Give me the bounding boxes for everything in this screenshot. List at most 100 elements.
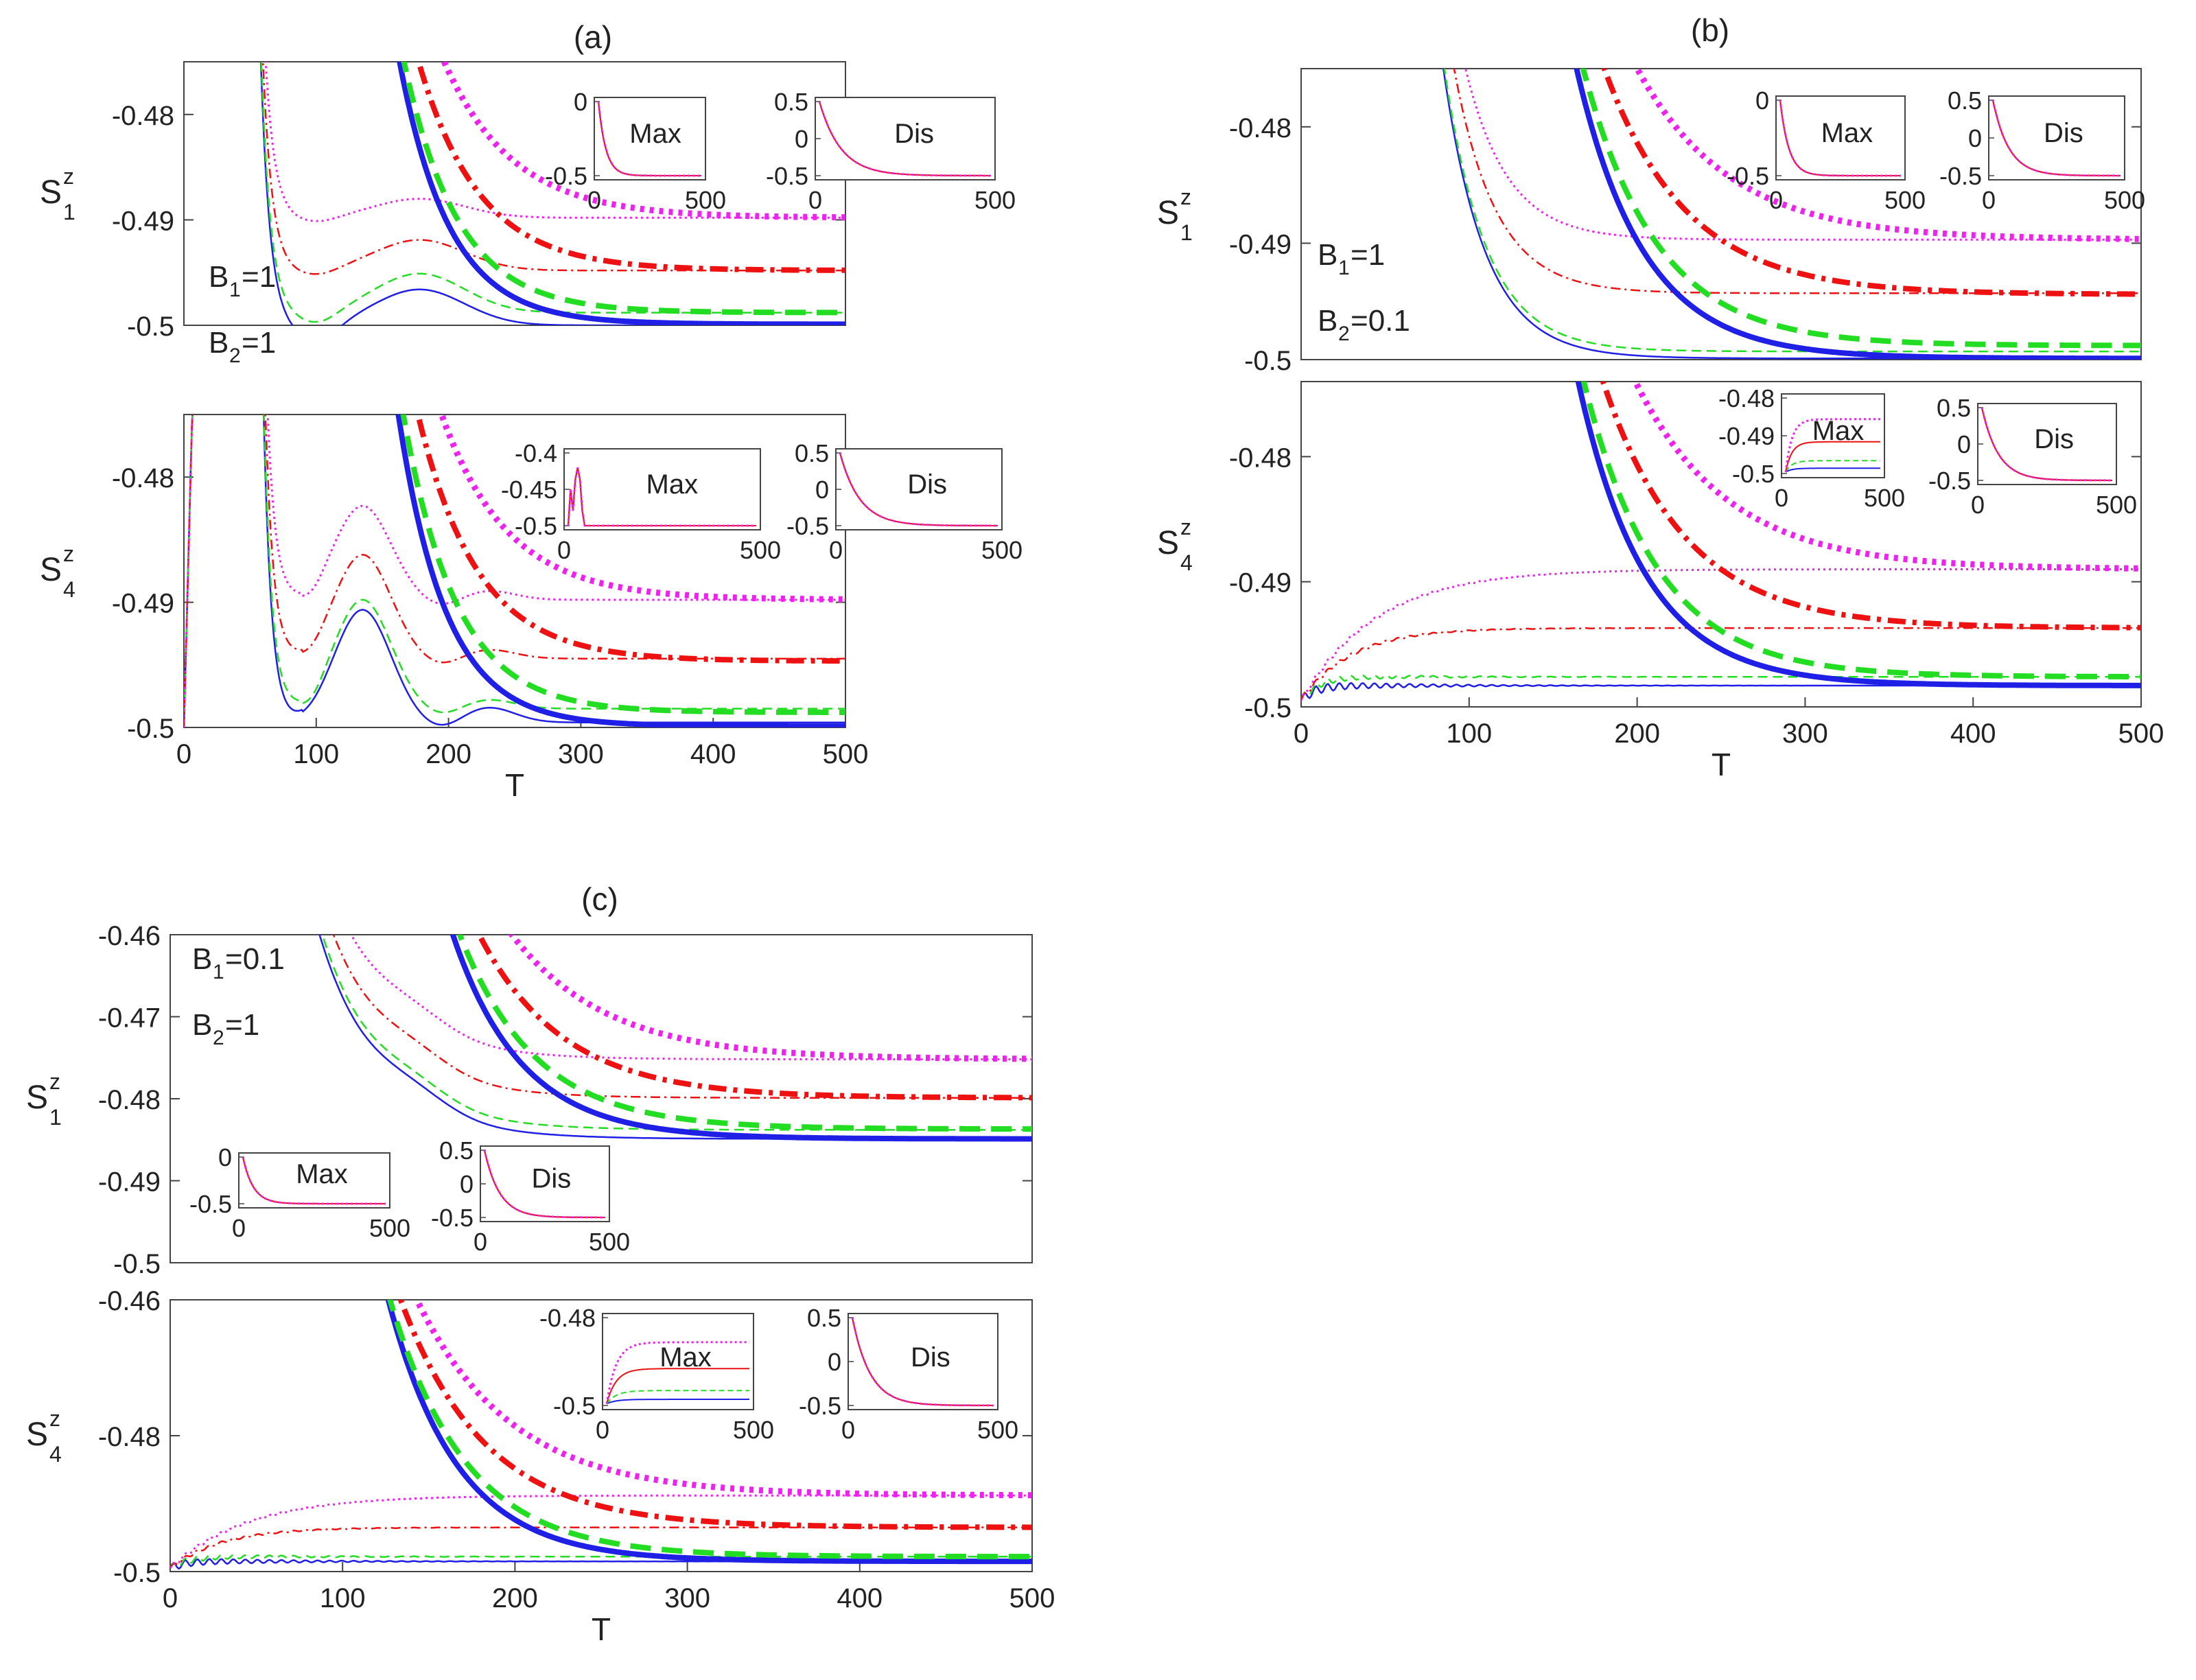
series-dis-blue	[397, 62, 845, 325]
series-dis-red	[414, 415, 845, 664]
x-tick-label: 0	[163, 1583, 178, 1613]
series-dis-magenta	[508, 935, 1032, 1062]
series-dis-green	[1580, 69, 2141, 349]
inset-label: Dis	[2044, 118, 2083, 148]
inset-series-magenta	[851, 1317, 994, 1407]
inset-frame	[1988, 95, 2125, 180]
inset-y-tick-label: -0.49	[1718, 422, 1775, 450]
y-tick-label: -0.48	[98, 1422, 161, 1452]
inset-y-tick-label: 0.5	[807, 1304, 841, 1332]
x-tick-label: 200	[1614, 719, 1660, 749]
series-dis-green	[400, 415, 845, 715]
y-tick-label: -0.46	[98, 1286, 161, 1316]
annotation-value: =1	[1351, 238, 1385, 272]
inset-y-tick-label: 0	[574, 88, 587, 116]
x-axis-label: T	[505, 767, 524, 803]
annotation-value: =0.1	[225, 942, 285, 976]
y-tick-label: -0.48	[1229, 113, 1292, 143]
panel-title: (b)	[1691, 12, 1729, 48]
panel-title: (a)	[574, 19, 612, 55]
inset-x-tick-label: 500	[2096, 491, 2137, 519]
y-axis-label-sub: 1	[63, 200, 75, 224]
inset-series-red	[606, 1368, 749, 1404]
inset-x-tick-label: 500	[1884, 186, 1926, 214]
inset-x-tick-label: 500	[733, 1416, 774, 1444]
y-tick-label: -0.48	[98, 1085, 161, 1115]
inset-y-tick-label: -0.48	[539, 1304, 596, 1332]
series-group	[318, 935, 1032, 1142]
y-tick-label: -0.49	[98, 1167, 161, 1198]
inset-label: Max	[1812, 416, 1865, 446]
x-axis-label: T	[592, 1611, 611, 1647]
series-dis-magenta	[441, 62, 845, 221]
inset-y-tick-label: -0.45	[501, 476, 557, 504]
x-tick-label: 300	[664, 1583, 710, 1613]
inset-label: Dis	[532, 1164, 572, 1194]
inset-x-tick-label: 0	[1769, 186, 1783, 214]
inset-y-tick-label: -0.5	[1939, 162, 1982, 190]
y-axis-label-sup: z	[1180, 515, 1191, 539]
annotation-sub: 2	[213, 1027, 224, 1049]
inset-frame	[815, 97, 996, 180]
series-dis-green	[1580, 382, 2141, 679]
inset-frame	[835, 448, 1003, 530]
y-axis-label-sub: 1	[49, 1105, 62, 1130]
inset-frame	[602, 1313, 754, 1410]
series-group	[259, 62, 845, 325]
inset-y-tick-label: -0.5	[189, 1190, 232, 1218]
annotation-label: B	[209, 326, 229, 360]
inset-x-tick-label: 500	[589, 1228, 630, 1256]
inset-series-green	[1785, 460, 1880, 473]
inset-x-tick-label: 0	[232, 1214, 246, 1242]
series-dis-magenta	[413, 1300, 1032, 1499]
x-tick-label: 100	[293, 739, 339, 769]
y-axis-label-sup: z	[63, 541, 74, 566]
inset-label: Max	[646, 469, 699, 500]
inset-y-tick-label: 0	[795, 125, 808, 153]
inset-y-tick-label: 0.5	[795, 439, 829, 467]
inset-y-tick-label: -0.5	[799, 1392, 841, 1420]
annotation-value: =1	[242, 326, 276, 360]
inset-x-tick-label: 0	[808, 186, 822, 214]
y-tick-label: -0.48	[112, 463, 174, 493]
inset-series-green	[606, 1390, 749, 1405]
inset-series-magenta	[1981, 407, 2112, 482]
x-tick-label: 500	[823, 739, 869, 769]
plot-frame	[183, 414, 846, 728]
inset-label: Dis	[894, 119, 934, 149]
inset-x-tick-label: 500	[981, 536, 1023, 564]
series-group	[1301, 382, 2141, 701]
inset-y-tick-label: 0	[828, 1348, 841, 1376]
y-axis-label: S	[26, 1416, 48, 1453]
annotation-label: B	[1318, 238, 1338, 272]
y-tick-label: -0.49	[1229, 568, 1292, 598]
series-max-blue	[184, 415, 845, 727]
y-tick-label: -0.48	[112, 101, 174, 131]
series-dis-blue	[1575, 382, 2141, 688]
annotation-sub: 1	[213, 961, 224, 983]
inset-frame	[848, 1313, 998, 1410]
y-axis-label: S	[1157, 525, 1179, 561]
series-max-green	[170, 1554, 1032, 1569]
annotation-label: B	[192, 942, 212, 976]
inset-label: Max	[296, 1159, 348, 1189]
inset-series-magenta	[605, 1341, 749, 1404]
series-dis-red	[476, 935, 1032, 1101]
inset-series-blue	[1785, 467, 1880, 473]
inset-y-tick-label: -0.5	[545, 162, 587, 190]
y-axis-label: S	[1157, 195, 1179, 231]
y-axis-label-sub: 1	[1180, 220, 1193, 245]
y-tick-label: -0.49	[1229, 229, 1292, 259]
inset-series-magenta	[1991, 100, 2121, 177]
plot-frame	[1300, 381, 2142, 708]
inset-x-tick-label: 0	[474, 1228, 487, 1256]
inset-y-tick-label: 0	[1755, 86, 1769, 115]
inset-y-tick-label: 0.5	[439, 1136, 474, 1165]
series-max-magenta	[1301, 568, 2141, 701]
inset-y-tick-label: -0.5	[1727, 162, 1769, 190]
inset-max: Max -0.48 -0.50 500	[539, 1304, 774, 1444]
inset-frame	[238, 1152, 390, 1209]
